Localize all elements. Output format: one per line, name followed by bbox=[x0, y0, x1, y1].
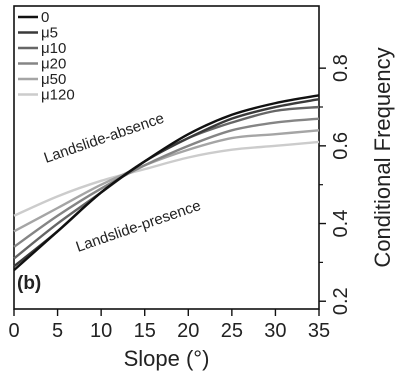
legend-label-0: 0 bbox=[41, 9, 49, 26]
plot-frame bbox=[13, 5, 320, 310]
y-axis-ticks: 0.2 0.4 0.6 0.8 bbox=[319, 54, 352, 315]
legend-label-3: μ20 bbox=[41, 56, 66, 73]
legend-label-5: μ120 bbox=[41, 87, 75, 104]
x-tick-label: 30 bbox=[264, 320, 286, 342]
legend-label-1: μ5 bbox=[41, 25, 58, 42]
y-axis-label: Conditional Frequency bbox=[370, 47, 395, 267]
x-tick-label: 5 bbox=[52, 320, 63, 342]
series-line-5 bbox=[13, 140, 320, 217]
series-line-4 bbox=[13, 129, 320, 233]
legend-label-4: μ50 bbox=[41, 71, 66, 88]
annotation-landslide-presence: Landslide-presence bbox=[74, 197, 203, 256]
y-tick-label: 0.8 bbox=[330, 54, 352, 82]
x-tick-label: 35 bbox=[308, 320, 330, 342]
x-axis-label: Slope (°) bbox=[124, 346, 210, 371]
x-tick-label: 15 bbox=[134, 320, 156, 342]
x-tick-label: 20 bbox=[177, 320, 199, 342]
series-line-1 bbox=[13, 98, 320, 268]
y-tick-label: 0.2 bbox=[330, 287, 352, 315]
series-line-0 bbox=[13, 94, 320, 272]
y-tick-label: 0.6 bbox=[330, 132, 352, 160]
series-line-2 bbox=[13, 105, 320, 260]
y-tick-label: 0.4 bbox=[330, 210, 352, 238]
series-line-3 bbox=[13, 117, 320, 248]
x-tick-label: 25 bbox=[221, 320, 243, 342]
series-lines bbox=[13, 94, 320, 272]
x-tick-label: 0 bbox=[8, 320, 19, 342]
panel-label: (b) bbox=[17, 273, 41, 294]
x-tick-label: 10 bbox=[90, 320, 112, 342]
x-axis-ticks: 0 5 10 15 20 25 30 35 bbox=[8, 309, 330, 342]
legend-label-2: μ10 bbox=[41, 40, 66, 57]
